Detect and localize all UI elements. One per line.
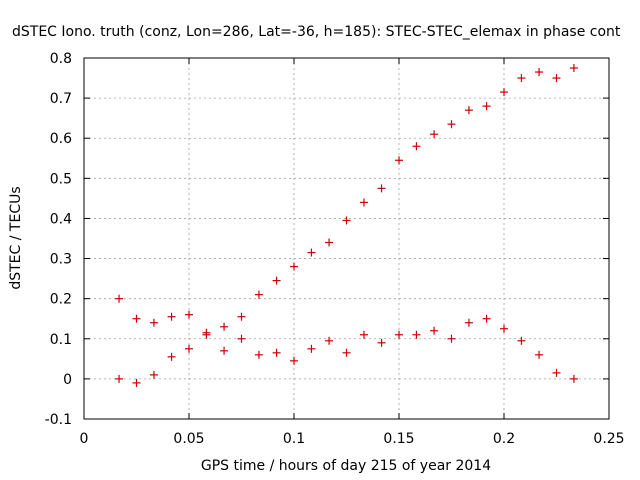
data-point: [185, 310, 193, 319]
data-point: [359, 198, 368, 207]
data-point: [272, 348, 281, 357]
x-tick-label: 0.25: [593, 431, 624, 447]
data-point: [464, 318, 473, 327]
data-point: [132, 314, 141, 323]
x-tick-label: 0.2: [493, 431, 515, 447]
data-point: [342, 216, 351, 225]
x-tick-label: 0.15: [383, 431, 414, 447]
data-point: [132, 378, 141, 387]
data-point: [430, 326, 439, 335]
data-point: [552, 368, 561, 377]
data-point: [464, 106, 473, 115]
y-tick-label: 0.4: [50, 211, 72, 227]
data-point: [359, 330, 368, 339]
data-point: [115, 374, 124, 383]
data-point: [552, 74, 561, 83]
data-point: [202, 330, 211, 339]
data-point: [395, 330, 403, 339]
data-point: [500, 88, 508, 97]
data-point: [325, 238, 334, 247]
data-points: [115, 64, 578, 387]
plot-frame: [83, 57, 610, 420]
series-1: [115, 64, 578, 337]
data-point: [167, 312, 176, 321]
data-point: [115, 294, 124, 303]
data-point: [482, 314, 491, 323]
data-point: [377, 338, 386, 347]
data-point: [307, 344, 316, 353]
data-point: [569, 64, 578, 73]
x-axis-label: GPS time / hours of day 215 of year 2014: [201, 458, 491, 474]
y-axis-label: dSTEC / TECUs: [8, 186, 24, 289]
data-point: [220, 346, 229, 355]
grid: [84, 58, 609, 419]
data-point: [447, 334, 456, 343]
data-point: [254, 350, 263, 359]
data-point: [500, 324, 508, 333]
data-point: [517, 74, 526, 83]
data-point: [290, 356, 298, 365]
data-point: [220, 322, 229, 331]
data-point: [290, 262, 298, 271]
data-point: [272, 276, 281, 285]
y-tick-label: -0.1: [45, 412, 72, 428]
data-point: [254, 290, 263, 299]
data-point: [149, 318, 158, 327]
data-point: [412, 142, 421, 151]
data-point: [325, 336, 334, 345]
data-point: [430, 130, 439, 139]
data-point: [377, 184, 386, 193]
data-point: [535, 350, 544, 359]
data-point: [569, 374, 578, 383]
axis-ticks: 0 0.05 0.1 0.15 0.2 0.25 -0.1 0 0.1 0.2 0.3 0.4 0.5 0…: [45, 51, 625, 447]
y-tick-label: 0.6: [50, 131, 72, 147]
y-tick-label: 0.2: [50, 292, 72, 308]
x-tick-label: 0: [80, 431, 89, 447]
chart-title: dSTEC Iono. truth (conz, Lon=286, Lat=-3…: [12, 24, 621, 40]
y-tick-label: 0.1: [50, 332, 72, 348]
data-point: [535, 68, 544, 77]
data-point: [395, 156, 403, 165]
data-point: [482, 102, 491, 111]
y-tick-label: 0.8: [50, 51, 72, 67]
data-point: [237, 312, 246, 321]
data-point: [517, 336, 526, 345]
y-tick-label: 0.3: [50, 252, 72, 268]
data-point: [307, 248, 316, 257]
data-point: [149, 370, 158, 379]
data-point: [447, 120, 456, 129]
data-point: [185, 344, 193, 353]
x-tick-label: 0.1: [283, 431, 305, 447]
y-tick-label: 0: [63, 372, 72, 388]
data-point: [342, 348, 351, 357]
data-point: [412, 330, 421, 339]
y-tick-label: 0.5: [50, 171, 72, 187]
y-tick-label: 0.7: [50, 91, 72, 107]
x-tick-label: 0.05: [173, 431, 204, 447]
data-point: [167, 352, 176, 361]
data-point: [237, 334, 246, 343]
series-2: [115, 314, 578, 387]
